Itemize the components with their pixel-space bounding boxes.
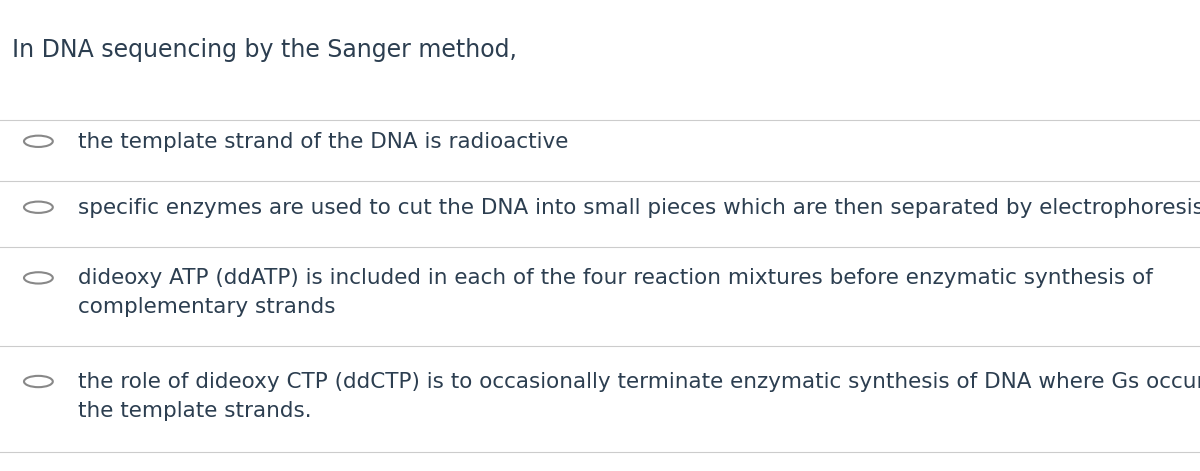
Text: the role of dideoxy CTP (ddCTP) is to occasionally terminate enzymatic synthesis: the role of dideoxy CTP (ddCTP) is to oc… — [78, 372, 1200, 421]
Text: specific enzymes are used to cut the DNA into small pieces which are then separa: specific enzymes are used to cut the DNA… — [78, 198, 1200, 218]
Text: the template strand of the DNA is radioactive: the template strand of the DNA is radioa… — [78, 132, 569, 152]
Circle shape — [24, 376, 53, 387]
Circle shape — [24, 272, 53, 284]
Circle shape — [24, 202, 53, 213]
Text: dideoxy ATP (ddATP) is included in each of the four reaction mixtures before enz: dideoxy ATP (ddATP) is included in each … — [78, 268, 1153, 317]
Text: In DNA sequencing by the Sanger method,: In DNA sequencing by the Sanger method, — [12, 38, 517, 62]
Circle shape — [24, 136, 53, 147]
